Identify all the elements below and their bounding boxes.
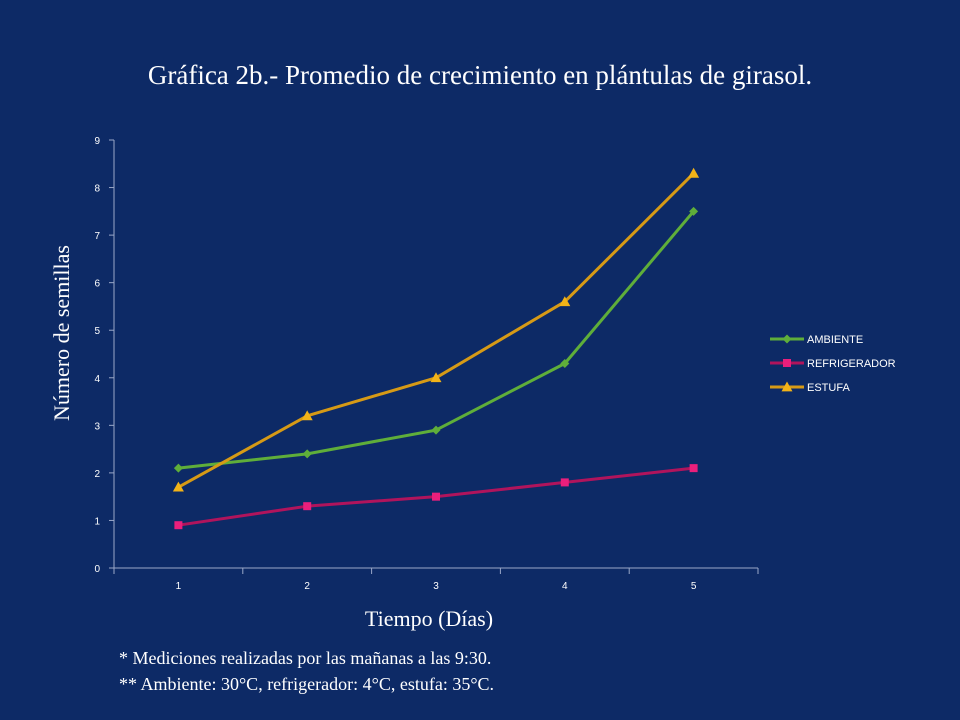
chart-notes: * Mediciones realizadas por las mañanas …: [119, 645, 494, 697]
note-line-2: ** Ambiente: 30°C, refrigerador: 4°C, es…: [119, 674, 495, 694]
chart-axes: 0 1 2 3 4 5 6 7 8 9 1 2 3 4 5: [94, 136, 759, 592]
y-tick-label: 5: [94, 326, 100, 337]
data-point: [560, 478, 569, 487]
data-point: [560, 359, 570, 369]
data-point: [303, 502, 312, 511]
legend-label: REFRIGERADOR: [807, 358, 896, 370]
data-point: [430, 372, 442, 383]
data-point: [172, 481, 184, 492]
chart-series: [172, 167, 700, 530]
y-tick-label: 4: [94, 374, 100, 385]
series-refrigerador: [174, 464, 698, 530]
legend-marker: [781, 381, 793, 392]
data-point: [302, 449, 312, 459]
data-point: [689, 464, 698, 473]
x-tick-label: 5: [691, 581, 697, 592]
series-line: [177, 172, 695, 489]
x-tick-label: 4: [562, 581, 568, 592]
y-tick-label: 2: [94, 469, 100, 480]
legend-marker: [783, 359, 791, 367]
series-estufa: [172, 167, 700, 492]
x-tick-label: 1: [176, 581, 182, 592]
legend-label: AMBIENTE: [807, 334, 863, 346]
y-tick-label: 9: [94, 136, 100, 147]
y-tick-label: 8: [94, 184, 100, 195]
data-point: [432, 492, 440, 501]
legend-marker: [782, 334, 792, 344]
y-tick-label: 7: [94, 231, 100, 242]
chart-legend: AMBIENTE REFRIGERADOR ESTUFA: [770, 334, 896, 394]
y-tick-label: 6: [94, 279, 100, 290]
legend-item: ESTUFA: [770, 381, 850, 394]
legend-label: ESTUFA: [807, 382, 850, 394]
x-axis-label: Tiempo (Días): [364, 606, 494, 631]
x-tick-label: 3: [433, 581, 439, 592]
legend-item: AMBIENTE: [770, 334, 863, 346]
data-point: [174, 521, 183, 530]
y-tick-label: 1: [94, 516, 100, 527]
data-point: [559, 296, 571, 307]
data-point: [301, 410, 313, 421]
series-ambiente: [173, 206, 699, 473]
data-point: [173, 463, 183, 473]
x-tick-label: 2: [304, 581, 310, 592]
data-point: [431, 425, 441, 435]
note-line-1: * Mediciones realizadas por las mañanas …: [119, 648, 492, 668]
chart-title: Gráfica 2b.- Promedio de crecimiento en …: [147, 60, 813, 90]
y-tick-label: 0: [94, 564, 100, 575]
y-tick-label: 3: [94, 421, 100, 432]
data-point: [689, 206, 699, 216]
data-point: [688, 167, 700, 178]
legend-item: REFRIGERADOR: [770, 358, 896, 370]
